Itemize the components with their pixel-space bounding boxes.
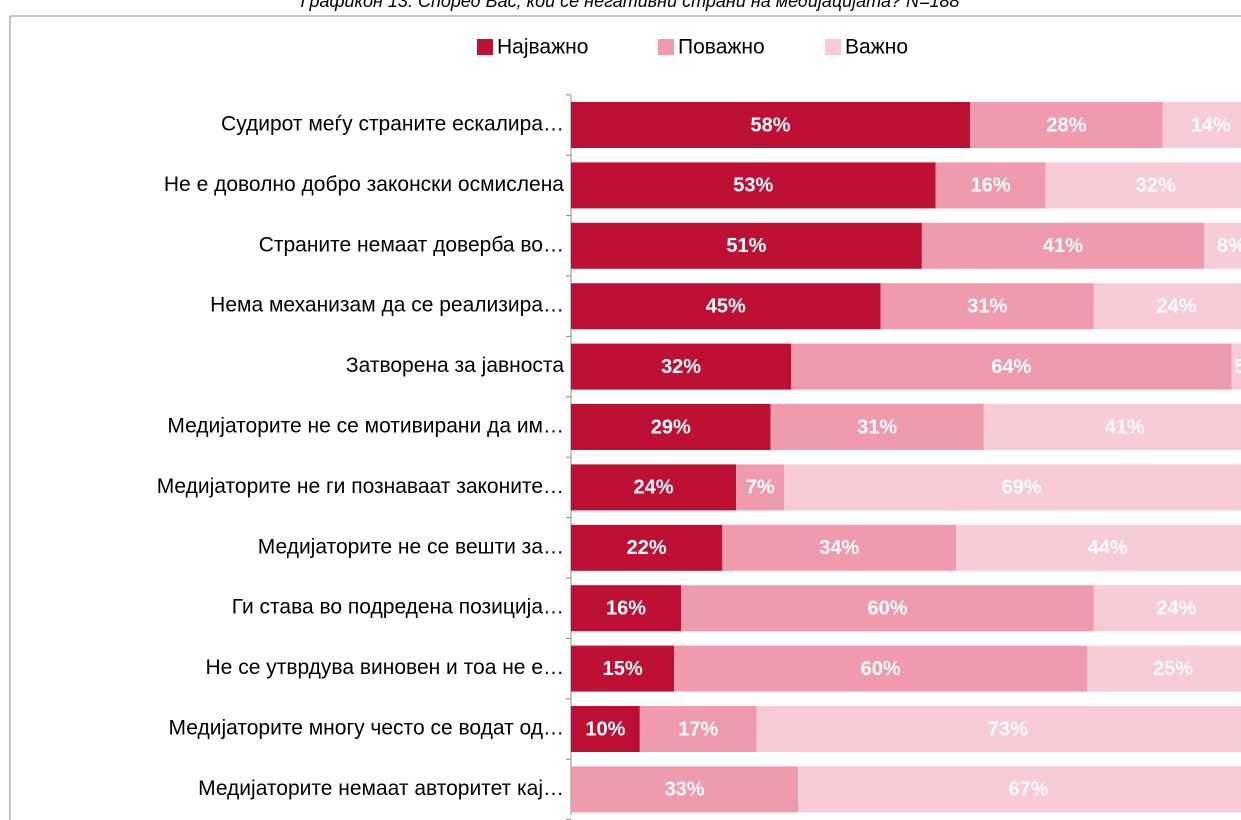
data-label: 5% — [1234, 356, 1241, 378]
bar-segment — [970, 102, 1163, 148]
bar-segment — [784, 464, 1241, 511]
bar-segment — [1203, 222, 1241, 269]
bar-segment — [1093, 283, 1241, 330]
data-label: 28% — [1046, 114, 1086, 136]
data-label: 15% — [603, 658, 643, 680]
category-label: Медијаторите многу често се водат од… — [169, 717, 564, 740]
data-label: 32% — [1136, 175, 1176, 197]
bar-segment — [571, 585, 682, 632]
data-label: 60% — [867, 597, 907, 619]
category-label: Медијаторите не се вешти за… — [258, 535, 564, 558]
bar-segment — [798, 766, 1241, 813]
data-label: 58% — [751, 114, 791, 136]
bar-segment — [571, 464, 737, 511]
data-label: 7% — [746, 477, 775, 499]
bar-segment — [1093, 585, 1241, 632]
bar-segment — [880, 283, 1094, 330]
category-label: Ги става во подредена позиција… — [232, 596, 564, 619]
bar-segment — [1231, 343, 1241, 390]
data-label: 51% — [726, 235, 766, 257]
bar-segment — [571, 162, 936, 209]
data-label: 24% — [634, 477, 674, 499]
data-label: 14% — [1191, 114, 1231, 136]
data-label: 17% — [678, 718, 718, 740]
legend-label: Најважно — [497, 36, 588, 59]
bar-segment — [722, 524, 957, 571]
category-label: Не е доволно добро законски осмислена — [164, 173, 564, 196]
data-label: 44% — [1088, 537, 1128, 559]
data-label: 34% — [819, 537, 859, 559]
category-label: Медијаторите не се мотивирани да им… — [167, 415, 564, 438]
data-label: 45% — [706, 295, 746, 317]
bar-segment — [935, 162, 1046, 209]
category-label: Медијаторите немаат авторитет кај… — [198, 777, 564, 800]
legend-swatch — [477, 39, 493, 55]
bar-segment — [736, 464, 785, 511]
bar-segment — [571, 222, 922, 269]
category-label: Медијаторите не ги познаваат законите… — [157, 475, 564, 498]
category-label: Не се утврдува виновен и тоа не е… — [206, 656, 564, 679]
legend-swatch — [658, 39, 674, 55]
data-label: 31% — [967, 295, 1007, 317]
bar-segment — [770, 404, 984, 450]
data-label: 41% — [1105, 416, 1145, 438]
bar-segment — [681, 585, 1094, 632]
chart-frame — [9, 15, 1241, 820]
category-label: Судирот меѓу страните ескалира… — [221, 113, 564, 136]
data-label: 64% — [991, 356, 1031, 378]
category-label: Страните немаат доверба во… — [259, 233, 564, 256]
legend-label: Поважно — [678, 36, 765, 59]
bar-segment — [921, 222, 1204, 269]
chart-title: Графикон 13: Според Вас, кои се негативн… — [300, 0, 959, 11]
data-label: 24% — [1156, 597, 1196, 619]
bar-segment — [571, 524, 723, 571]
bar-segment — [1087, 645, 1241, 692]
bar-segment — [571, 766, 799, 813]
data-label: 41% — [1043, 235, 1083, 257]
data-label: 32% — [661, 356, 701, 378]
bar-segment — [571, 706, 640, 752]
data-label: 10% — [585, 718, 625, 740]
bar-segment — [639, 706, 757, 752]
data-label: 33% — [665, 779, 705, 801]
bar-segment — [791, 343, 1232, 390]
data-label: 73% — [988, 718, 1028, 740]
bar-segment — [571, 283, 881, 330]
bar-segment — [956, 524, 1241, 571]
data-label: 16% — [971, 175, 1011, 197]
data-label: 69% — [1002, 477, 1042, 499]
data-label: 16% — [606, 597, 646, 619]
bar-segment — [571, 343, 792, 390]
data-label: 60% — [861, 658, 901, 680]
data-label: 29% — [651, 416, 691, 438]
data-label: 8% — [1217, 235, 1241, 257]
legend-swatch — [825, 39, 841, 55]
category-label: Нема механизам да се реализира… — [210, 294, 564, 317]
legend-label: Важно — [845, 36, 908, 59]
data-label: 67% — [1009, 779, 1049, 801]
bar-segment — [571, 645, 675, 692]
data-label: 22% — [627, 537, 667, 559]
data-label: 31% — [857, 416, 897, 438]
bar-segment — [1045, 162, 1241, 209]
bar-segment — [571, 404, 771, 450]
bar-segment — [1162, 102, 1241, 148]
data-label: 24% — [1156, 295, 1196, 317]
bar-segment — [674, 645, 1087, 692]
category-label: Затворена за јавноста — [346, 354, 564, 377]
bar-segment — [983, 404, 1241, 450]
bar-segment — [571, 102, 971, 148]
bar-segment — [756, 706, 1241, 752]
data-label: 25% — [1153, 658, 1193, 680]
data-label: 53% — [733, 175, 773, 197]
